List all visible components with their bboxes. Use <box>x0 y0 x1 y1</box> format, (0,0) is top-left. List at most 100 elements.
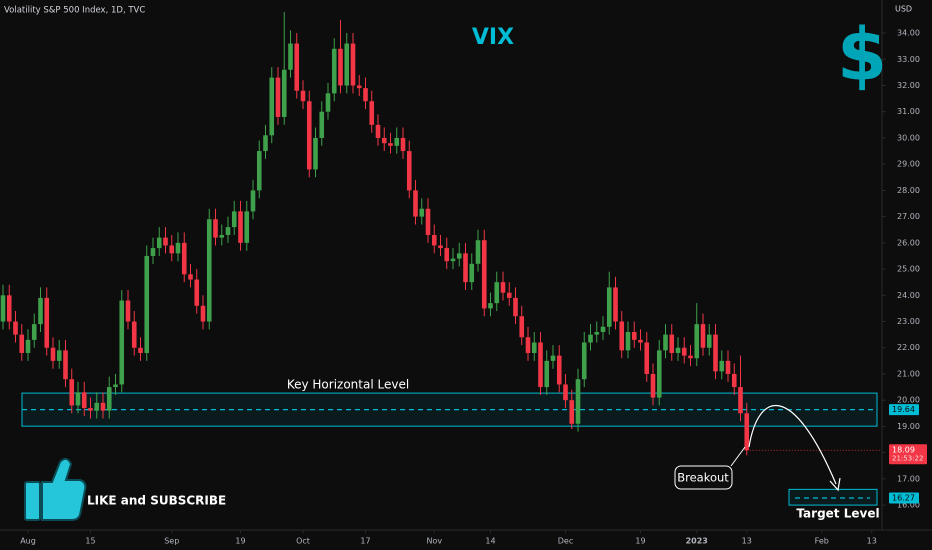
candle-body <box>413 190 418 217</box>
countdown: 21:53:22 <box>892 454 923 462</box>
x-tick-label: 19 <box>635 537 645 546</box>
candle-body <box>188 274 193 280</box>
candle-body <box>600 326 606 333</box>
breakout-label: Breakout <box>677 471 729 485</box>
candle-body <box>550 355 556 361</box>
candle-body <box>338 48 343 86</box>
candle-body <box>744 413 750 451</box>
projection-arrowhead <box>829 477 841 492</box>
x-tick-label: Dec <box>558 537 573 546</box>
y-tick-label: 26.00 <box>897 238 920 247</box>
y-tick-label: 19.00 <box>897 422 920 431</box>
overlay-title: VIX <box>472 25 514 50</box>
candle-body <box>644 342 650 374</box>
candle-body <box>725 360 731 374</box>
candle-body <box>438 245 443 249</box>
candle-body <box>300 90 306 102</box>
candle-body <box>269 77 275 136</box>
last-price-tag: 18.09 <box>892 445 915 454</box>
candle-body <box>119 300 125 385</box>
x-tick-label: 2023 <box>686 537 708 546</box>
candle-body <box>44 297 50 348</box>
y-tick-label: 33.00 <box>897 55 920 64</box>
candle-body <box>650 373 656 398</box>
candle-body <box>319 111 325 138</box>
candle-body <box>288 43 293 70</box>
candle-body <box>625 332 631 351</box>
candle-body <box>569 400 575 424</box>
candle-body <box>425 208 431 235</box>
candle-body <box>0 295 6 322</box>
candle-body <box>163 237 168 246</box>
candle-body <box>556 355 562 385</box>
candle-body <box>431 234 437 246</box>
candle-body <box>613 287 618 322</box>
candle-body <box>81 392 87 409</box>
x-tick-label: Sep <box>164 537 179 546</box>
candle-body <box>356 85 362 89</box>
candle-body <box>706 334 712 348</box>
candle-body <box>525 337 531 353</box>
candle-body <box>244 211 250 243</box>
candle-body <box>538 342 543 388</box>
y-tick-label: 32.00 <box>897 81 920 90</box>
candle-body <box>581 342 587 380</box>
thumbs-up-icon <box>24 458 87 521</box>
last-price-tag-bg <box>889 444 927 465</box>
x-tick-label: Aug <box>20 537 36 546</box>
candle-body <box>31 324 37 340</box>
y-tick-label: 34.00 <box>897 29 920 38</box>
candle-body <box>488 303 493 309</box>
candle-body <box>394 137 400 146</box>
candle-body <box>700 324 706 348</box>
candle-body <box>506 292 512 298</box>
candle-body <box>100 402 106 411</box>
candle-body <box>213 219 218 238</box>
candle-body <box>131 321 137 348</box>
candle-body <box>6 295 12 322</box>
y-tick-label: 28.00 <box>897 186 920 195</box>
y-tick-label: 27.00 <box>897 212 920 221</box>
candle-body <box>25 339 31 353</box>
candle-body <box>456 253 462 259</box>
candle-body <box>231 211 237 228</box>
candle-body <box>88 408 93 411</box>
candle-body <box>113 384 118 388</box>
candle-body <box>638 339 643 343</box>
candle-body <box>175 242 181 254</box>
candle-body <box>450 258 456 262</box>
candle-body <box>350 43 356 86</box>
candle-body <box>56 350 62 361</box>
candle-body <box>106 387 112 411</box>
y-tick-label: 20.00 <box>897 396 920 405</box>
y-tick-label: 25.00 <box>897 265 920 274</box>
candle-body <box>406 151 412 191</box>
candle-body <box>544 360 550 388</box>
candle-body <box>513 297 518 317</box>
candle-body <box>656 350 662 398</box>
x-tick-label: 19 <box>235 537 245 546</box>
candle-body <box>181 242 187 275</box>
y-tick-label: 24.00 <box>897 291 920 300</box>
candle-body <box>200 305 206 322</box>
target-tag: 16.27 <box>892 494 915 503</box>
x-tick-label: 17 <box>360 537 370 546</box>
x-tick-label: 15 <box>85 537 95 546</box>
candle-body <box>250 190 256 212</box>
axis-currency: USD <box>895 5 912 14</box>
target-label: Target Level <box>796 507 879 521</box>
key-level-tag: 19.64 <box>892 405 915 414</box>
candle-body <box>263 135 268 152</box>
candle-body <box>331 48 337 94</box>
candle-body <box>13 321 18 335</box>
candle-body <box>294 43 300 91</box>
candle-body <box>475 240 481 264</box>
y-tick-label: 23.00 <box>897 317 920 326</box>
candle-body <box>369 101 375 125</box>
candle-body <box>688 355 693 359</box>
candle-body <box>238 211 243 243</box>
dollar-icon: $ <box>837 13 887 97</box>
candle-body <box>663 334 668 351</box>
candle-body <box>575 379 581 424</box>
candle-body <box>531 342 537 353</box>
